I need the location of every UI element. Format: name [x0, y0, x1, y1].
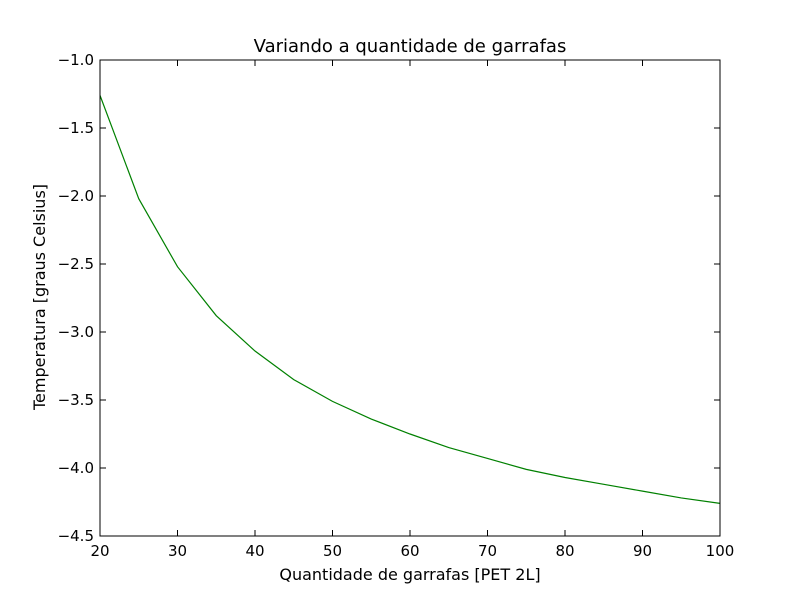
axis-ticks: 20 30 40 50 60 70 80 90 100 −1.0 −1.5 −2.0 −2.5 −3.0 −…: [58, 51, 735, 560]
y-axis-label: Temperatura [graus Celsius]: [30, 184, 49, 411]
y-tick-label: −3.0: [58, 323, 94, 341]
y-tick-label: −1.5: [58, 119, 94, 137]
x-tick-label: 30: [168, 542, 187, 560]
x-tick-label: 70: [478, 542, 497, 560]
y-tick-label: −2.0: [58, 187, 94, 205]
y-tick-label: −4.5: [58, 527, 94, 545]
x-tick-label: 90: [633, 542, 652, 560]
y-tick-label: −1.0: [58, 51, 94, 69]
x-tick-label: 100: [706, 542, 735, 560]
y-tick-label: −2.5: [58, 255, 94, 273]
x-tick-label: 60: [400, 542, 419, 560]
chart-title: Variando a quantidade de garrafas: [254, 36, 567, 57]
x-tick-label: 50: [323, 542, 342, 560]
x-tick-label: 80: [555, 542, 574, 560]
y-tick-label: −3.5: [58, 391, 94, 409]
x-axis-label: Quantidade de garrafas [PET 2L]: [279, 565, 540, 584]
series-line-0: [99, 95, 721, 504]
y-tick-label: −4.0: [58, 459, 94, 477]
x-tick-label: 20: [90, 542, 109, 560]
x-tick-label: 40: [245, 542, 264, 560]
